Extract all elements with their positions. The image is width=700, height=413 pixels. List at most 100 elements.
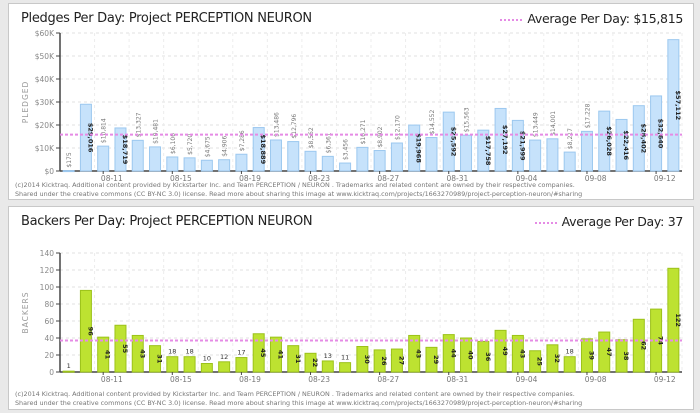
data-label: $18,889 bbox=[259, 134, 267, 164]
data-label: $17,758 bbox=[484, 136, 492, 166]
bar bbox=[252, 127, 265, 172]
average-label: Average Per Day: bbox=[527, 11, 630, 26]
average-legend: Average Per Day: 37 bbox=[534, 214, 683, 229]
bar bbox=[62, 170, 75, 173]
bar bbox=[425, 346, 438, 373]
data-label: 49 bbox=[501, 347, 509, 357]
y-axis-label: PLEDGED bbox=[21, 81, 30, 124]
data-label: $6,361 bbox=[325, 132, 332, 153]
data-label: $8,217 bbox=[567, 128, 574, 149]
bar bbox=[183, 356, 196, 373]
data-label: $4,675 bbox=[204, 136, 211, 157]
data-label: 47 bbox=[605, 348, 613, 357]
y-tick-label: $40K bbox=[35, 75, 55, 84]
bar bbox=[373, 150, 386, 172]
data-label: $19,968 bbox=[415, 133, 423, 163]
data-label: 22 bbox=[311, 358, 319, 367]
data-label: 18 bbox=[566, 348, 574, 356]
data-label: 1 bbox=[67, 362, 71, 370]
bar bbox=[339, 362, 352, 373]
y-tick-label: 20 bbox=[44, 351, 54, 360]
bar bbox=[287, 141, 300, 172]
data-label: 96 bbox=[86, 327, 94, 337]
x-tick-label: 08-15 bbox=[170, 174, 192, 183]
data-label: 32 bbox=[553, 354, 561, 363]
data-label: 38 bbox=[622, 351, 630, 361]
data-label: $26,028 bbox=[605, 126, 613, 156]
data-label: 26 bbox=[380, 356, 388, 366]
bar bbox=[632, 318, 645, 373]
data-label: $10,271 bbox=[360, 119, 367, 144]
x-tick-label: 08-27 bbox=[377, 375, 399, 384]
y-tick-label: 140 bbox=[40, 249, 55, 258]
x-tick-label: 08-27 bbox=[377, 174, 399, 183]
data-label: 18 bbox=[185, 348, 193, 356]
x-tick-label: 08-15 bbox=[170, 375, 192, 384]
bar bbox=[494, 329, 507, 373]
bar bbox=[304, 150, 317, 172]
bar bbox=[114, 324, 127, 373]
data-label: $13,327 bbox=[135, 112, 142, 137]
bar bbox=[667, 39, 680, 172]
bar bbox=[460, 337, 473, 373]
footer-line: (c)2014 Kicktraq. Additional content pro… bbox=[15, 181, 575, 189]
bar bbox=[252, 333, 265, 373]
bar bbox=[131, 139, 144, 172]
bar bbox=[356, 346, 369, 373]
y-tick-label: 40 bbox=[44, 334, 54, 343]
backers-chart-panel: Backers Per Day: Project PERCEPTION NEUR… bbox=[8, 206, 694, 410]
data-label: 12 bbox=[220, 353, 228, 361]
data-label: $8,902 bbox=[377, 126, 384, 147]
x-tick-label: 08-11 bbox=[101, 174, 123, 183]
y-tick-label: $60K bbox=[35, 29, 55, 38]
data-label: $14,001 bbox=[550, 111, 557, 136]
y-tick-label: $10K bbox=[35, 144, 55, 153]
bar bbox=[183, 157, 196, 172]
bar bbox=[287, 345, 300, 373]
bar bbox=[580, 130, 593, 172]
bar bbox=[408, 334, 421, 373]
data-label: $7,286 bbox=[239, 130, 246, 151]
x-tick-label: 09-08 bbox=[585, 174, 607, 183]
data-label: 17 bbox=[237, 349, 245, 357]
y-tick-label: 60 bbox=[44, 317, 54, 326]
data-label: 11 bbox=[341, 354, 349, 362]
bar bbox=[269, 336, 282, 373]
data-label: 40 bbox=[467, 350, 475, 360]
bar bbox=[200, 363, 213, 373]
bar bbox=[269, 139, 282, 172]
bar bbox=[615, 118, 628, 172]
data-label: $17,228 bbox=[584, 103, 591, 128]
bar bbox=[97, 145, 110, 172]
data-label: $22,416 bbox=[622, 130, 630, 160]
bar bbox=[390, 142, 403, 172]
pledges-chart: $0 $10K $20K $30K $40K $50K $60K PLEDGED $175 $29… bbox=[21, 29, 683, 183]
bar bbox=[477, 129, 490, 172]
bar bbox=[149, 146, 162, 172]
bar bbox=[235, 153, 248, 172]
data-label: 43 bbox=[138, 349, 146, 358]
y-tick-label: 100 bbox=[40, 283, 55, 292]
x-tick-label: 08-31 bbox=[446, 174, 468, 183]
data-label: $8,562 bbox=[308, 127, 315, 148]
data-label: 43 bbox=[415, 349, 423, 358]
bar bbox=[114, 127, 127, 172]
average-value: $15,815 bbox=[633, 11, 683, 26]
chart-title: Pledges Per Day: Project PERCEPTION NEUR… bbox=[21, 11, 312, 26]
bar bbox=[494, 107, 507, 172]
data-label: 31 bbox=[294, 354, 302, 364]
data-label: 44 bbox=[449, 349, 457, 359]
bar bbox=[477, 340, 490, 373]
bar bbox=[321, 360, 334, 373]
bar bbox=[425, 137, 438, 172]
footer-credits: (c)2014 Kicktraq. Additional content pro… bbox=[15, 181, 582, 198]
footer-credits: (c)2014 Kicktraq. Additional content pro… bbox=[15, 390, 582, 407]
data-label: 18 bbox=[168, 348, 176, 356]
bar bbox=[546, 138, 559, 172]
data-label: $10,481 bbox=[153, 119, 160, 144]
bar bbox=[546, 344, 559, 373]
data-label: $12,170 bbox=[394, 115, 401, 140]
data-label: 29 bbox=[432, 355, 440, 365]
bar bbox=[321, 155, 334, 172]
data-label: 27 bbox=[397, 356, 405, 365]
